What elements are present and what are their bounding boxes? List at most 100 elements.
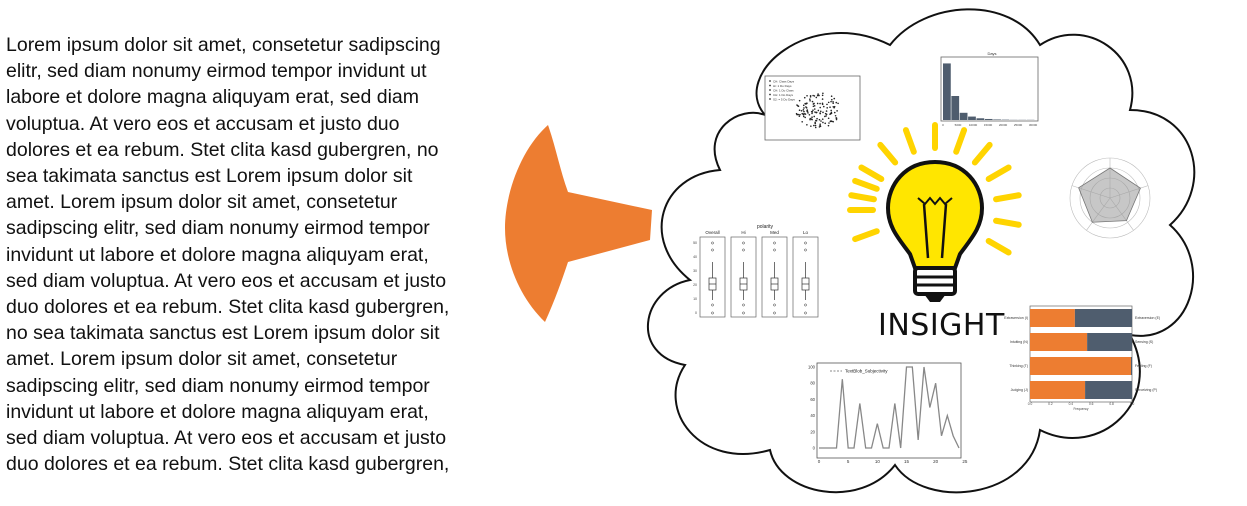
light-ray [985,164,1012,182]
box-outlier [742,248,745,252]
bulb-tip [924,294,946,302]
scatter-point [819,102,821,105]
funnel-icon [505,125,652,322]
scatter-point [810,118,813,120]
stacked-bar-x-tick: 0.4 [1069,402,1074,406]
scatter-point [801,120,803,123]
scatter-point [803,107,805,109]
light-ray [902,127,917,155]
stacked-bar-orange [1030,381,1086,399]
histogram-bar [976,118,985,120]
scatter-point [835,118,838,121]
histogram-tick: 15000 [984,123,993,127]
box-outlier [804,311,807,315]
histogram-bar [959,112,968,120]
scatter-point [829,120,832,122]
scatter-point [832,102,834,104]
stacked-bar-left-label: Intuiting (N) [1010,340,1028,344]
line-x-tick: 0 [818,459,821,464]
lightbulb-icon [847,122,1022,302]
scatter-point [807,112,809,114]
line-x-tick: 10 [875,459,881,464]
scatter-point [819,110,822,113]
line-y-tick: 0 [813,446,816,451]
scatter-legend-label: CH: 1 Do Days [773,93,794,97]
box-outlier [711,241,714,245]
scatter-point [814,111,816,113]
paragraph-line: invidunt ut labore et dolore magna aliqu… [6,400,429,423]
scatter-point [829,106,831,108]
scatter-point [816,117,818,120]
scatter-legend-marker [769,93,771,96]
paragraph-line: dolores et ea rebum. Stet clita kasd gub… [6,138,439,161]
stacked-bar-orange [1030,357,1131,375]
scatter-legend-label: S2: = 5 Do Days [773,98,795,102]
line-chart: TextBlob_Subjectivity 0 20 40 60 80 100 0 5 10 15 2… [808,362,968,464]
box-plot-y-tick: 50 [693,241,697,245]
scatter-point [802,109,805,111]
light-ray [953,127,968,155]
histogram-tick: 10000 [969,123,978,127]
line-x-tick: 15 [904,459,910,464]
scatter-point [822,92,824,95]
box-plot-y-tick: 20 [693,283,697,287]
scatter-point [819,106,822,109]
light-ray [993,192,1022,203]
paragraph-line: sed diam voluptua. At vero eos et accusa… [6,269,447,292]
paragraph-line: elitr, sed diam nonumy eirmod tempor inv… [6,60,427,83]
scatter-point [817,109,820,112]
radar-chart [1069,157,1151,239]
histogram-bar [993,119,1001,120]
scatter-point [834,114,837,117]
box-outlier [804,303,807,307]
line-x-tick: 20 [933,459,939,464]
funnel-shape [505,125,652,322]
histogram-tick: 30000 [1029,123,1038,127]
box-plot-panel-label: Hi [741,230,745,235]
box-plot-title: polarity [757,224,774,230]
line-y-tick: 80 [810,381,815,386]
scatter-point [813,102,815,105]
stacked-bar-left-label: Judging (J) [1011,388,1028,392]
scatter-point [797,113,800,116]
light-ray [985,238,1012,256]
scatter-point [833,97,836,100]
scatter-point [812,94,814,97]
scatter-point [816,94,819,97]
paragraph-line: Lorem ipsum dolor sit amet, consetetur s… [6,34,441,56]
scatter-point [819,123,821,125]
box-outlier [773,303,776,307]
scatter-point [811,112,813,115]
scatter-point [803,110,805,113]
histogram-tick: 25000 [1014,123,1023,127]
box-outlier [711,311,714,315]
scatter-point [818,118,821,121]
scatter-point [808,113,811,116]
scatter-legend-label: CH: 1 Do Class [773,89,794,93]
scatter-legend-marker [769,80,771,82]
line-y-tick: 100 [808,365,816,370]
paragraph-line: no sea takimata sanctus est Lorem ipsum … [6,322,440,345]
scatter-point [804,116,806,119]
stacked-bar-x-tick: 0.8 [1109,402,1114,406]
scatter-point [837,102,839,105]
paragraph-text: Lorem ipsum dolor sit amet, consetetur s… [6,32,504,477]
stacked-bar-slate [1130,357,1132,375]
scatter-point [809,94,812,97]
scatter-point [835,117,838,119]
stacked-bar-x-tick: 1.0 [1130,402,1135,406]
scatter-point [814,122,817,125]
scatter-point [821,102,824,105]
scatter-point [811,100,814,103]
paragraph-line: sed diam voluptua. At vero eos et accusa… [6,427,447,450]
stacked-bar-x-label: Frequency [1073,407,1088,411]
paragraph-line: invidunt ut labore et dolore magna aliqu… [6,243,429,266]
scatter-point [825,115,827,117]
scatter-point [821,118,824,120]
scatter-point [833,111,836,114]
stacked-bar-slate [1074,309,1132,327]
box-outlier [773,248,776,252]
scatter-point [833,105,836,108]
paragraph-line: duo dolores et ea rebum. Stet clita kasd… [6,453,450,476]
scatter-point [815,119,817,122]
